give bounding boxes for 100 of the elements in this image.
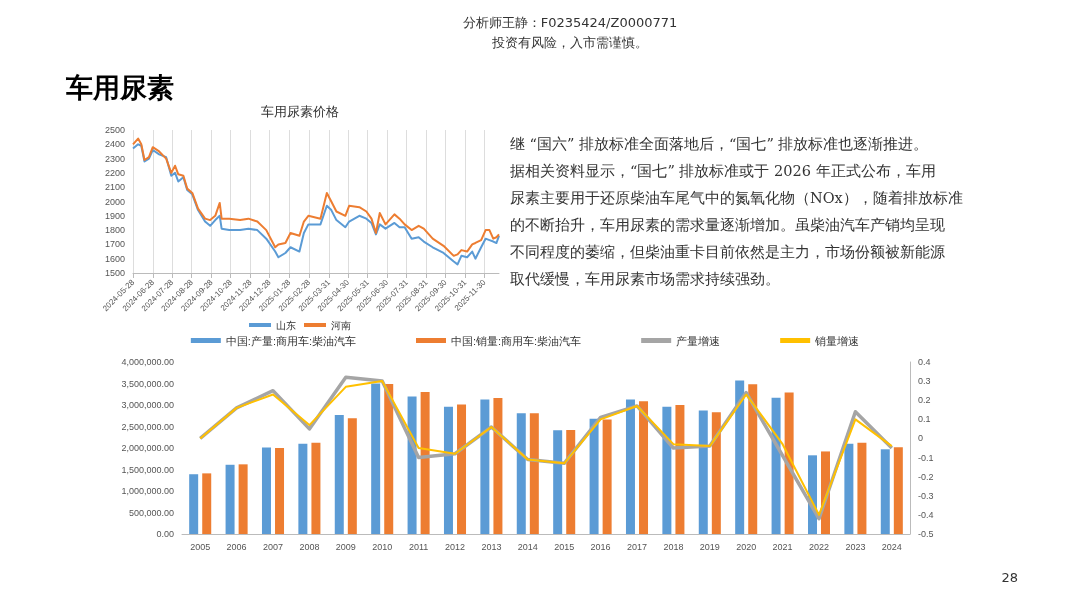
bar bbox=[238, 464, 248, 534]
bar bbox=[493, 398, 503, 534]
x-tick-label: 2010 bbox=[372, 541, 393, 552]
text: 投资有风险，入市需谨慎。 bbox=[492, 34, 648, 52]
legend-label: 产量增速 bbox=[676, 334, 721, 347]
bar bbox=[225, 464, 235, 534]
y2-tick-label: 0.1 bbox=[918, 414, 931, 425]
chart-title: 车用尿素价格 bbox=[261, 104, 339, 119]
bar bbox=[480, 399, 490, 534]
y-tick-label: 1,500,000.00 bbox=[121, 464, 174, 475]
text: 不同程度的萎缩，但柴油重卡目前依然是主力，市场份额被新能源 bbox=[510, 243, 945, 262]
bar bbox=[261, 447, 271, 534]
legend-label: 山东 bbox=[276, 319, 296, 331]
y-tick-label: 0.00 bbox=[156, 529, 174, 539]
x-tick-label: 2020 bbox=[736, 541, 757, 552]
bar bbox=[371, 383, 381, 534]
bar bbox=[602, 419, 612, 534]
legend-label: 销量增速 bbox=[814, 334, 860, 347]
y-tick-label: 2300 bbox=[104, 153, 125, 164]
bar bbox=[275, 448, 285, 534]
y2-tick-label: -0.5 bbox=[918, 529, 934, 539]
bar bbox=[771, 397, 781, 534]
text: 车用尿素 bbox=[66, 71, 174, 105]
x-tick-label: 2011 bbox=[408, 541, 429, 552]
bar bbox=[529, 413, 539, 534]
x-tick-label: 2009 bbox=[335, 541, 356, 552]
y2-tick-label: -0.1 bbox=[918, 452, 934, 463]
bar bbox=[662, 406, 672, 534]
y-tick-label: 2200 bbox=[104, 167, 125, 178]
legend-label: 河南 bbox=[331, 319, 351, 331]
bar bbox=[566, 429, 576, 534]
x-tick-label: 2019 bbox=[699, 541, 720, 552]
x-tick-label: 2005 bbox=[190, 541, 211, 552]
bar bbox=[589, 418, 599, 534]
bar bbox=[711, 412, 721, 534]
bar bbox=[735, 380, 745, 534]
y2-tick-label: 0 bbox=[918, 433, 924, 444]
bar bbox=[698, 410, 708, 534]
x-tick-label: 2018 bbox=[663, 541, 684, 552]
x-tick-label: 2015 bbox=[554, 541, 575, 552]
y-tick-label: 1700 bbox=[104, 239, 125, 250]
y-tick-label: 1500 bbox=[104, 268, 125, 278]
y-tick-label: 2500 bbox=[104, 125, 125, 135]
y-tick-label: 2100 bbox=[104, 182, 125, 193]
bar bbox=[516, 413, 526, 534]
bar bbox=[189, 474, 199, 534]
x-tick-label: 2012 bbox=[444, 541, 466, 552]
y2-tick-label: 0.2 bbox=[918, 395, 931, 406]
y-tick-label: 2,000,000.00 bbox=[121, 443, 174, 453]
bar bbox=[784, 392, 794, 534]
y2-tick-label: 0.4 bbox=[918, 357, 931, 367]
text: 取代缓慢，车用尿素市场需求持续强劲。 bbox=[510, 270, 780, 289]
text: 据相关资料显示，“国七” 排放标准或于 2026 年正式公布，车用 bbox=[510, 162, 936, 181]
y2-tick-label: -0.3 bbox=[918, 490, 934, 501]
text: 的不断抬升，车用尿素的需求量逐渐增加。虽柴油汽车产销均呈现 bbox=[510, 216, 945, 235]
x-tick-label: 2014 bbox=[517, 541, 538, 552]
bar bbox=[893, 447, 903, 534]
bar bbox=[844, 443, 854, 534]
y-tick-label: 500,000.00 bbox=[128, 507, 174, 518]
bar bbox=[625, 399, 635, 534]
text: 分析师王静：F0235424/Z0000771 bbox=[462, 14, 678, 32]
x-tick-label: 2013 bbox=[481, 541, 502, 552]
bar bbox=[553, 430, 563, 534]
bar bbox=[857, 442, 867, 534]
y-tick-label: 2000 bbox=[104, 196, 125, 207]
bar bbox=[457, 404, 467, 534]
x-tick-label: 2024 bbox=[881, 541, 902, 552]
x-tick-label: 2006 bbox=[226, 541, 247, 552]
x-tick-label: 2022 bbox=[808, 541, 830, 552]
x-tick-label: 2023 bbox=[845, 541, 866, 552]
bar bbox=[443, 406, 453, 534]
x-tick-label: 2016 bbox=[590, 541, 611, 552]
y2-tick-label: 0.3 bbox=[918, 376, 931, 387]
bar bbox=[298, 443, 308, 534]
bar bbox=[347, 418, 357, 534]
text: 继 “国六” 排放标准全面落地后，“国七” 排放标准也逐渐推进。 bbox=[510, 135, 929, 154]
bar bbox=[639, 401, 649, 534]
bar bbox=[202, 473, 212, 534]
x-tick-label: 2021 bbox=[772, 541, 793, 552]
y-tick-label: 1,000,000.00 bbox=[121, 486, 174, 496]
y-tick-label: 4,000,000.00 bbox=[121, 357, 174, 367]
y2-tick-label: -0.4 bbox=[918, 509, 934, 520]
y-tick-label: 3,500,000.00 bbox=[121, 378, 174, 389]
x-tick-label: 2007 bbox=[262, 541, 284, 552]
x-tick-label: 2008 bbox=[299, 541, 320, 552]
legend-label: 中国:产量:商用车:柴油汽车 bbox=[225, 334, 356, 347]
text: 尿素主要用于还原柴油车尾气中的氮氧化物（NOx），随着排放标准 bbox=[510, 189, 963, 208]
bar bbox=[334, 414, 344, 534]
bar bbox=[407, 396, 417, 534]
bar bbox=[384, 383, 394, 534]
x-tick-label: 2017 bbox=[626, 541, 648, 552]
bar bbox=[420, 392, 430, 534]
y-tick-label: 1800 bbox=[104, 225, 125, 236]
bar bbox=[675, 405, 685, 534]
bar bbox=[748, 384, 758, 534]
bar bbox=[880, 449, 890, 534]
y-tick-label: 2,500,000.00 bbox=[121, 421, 174, 432]
y-tick-label: 2400 bbox=[104, 139, 125, 150]
text: 28 bbox=[1001, 570, 1018, 585]
legend-label: 中国:销量:商用车:柴油汽车 bbox=[451, 334, 582, 347]
